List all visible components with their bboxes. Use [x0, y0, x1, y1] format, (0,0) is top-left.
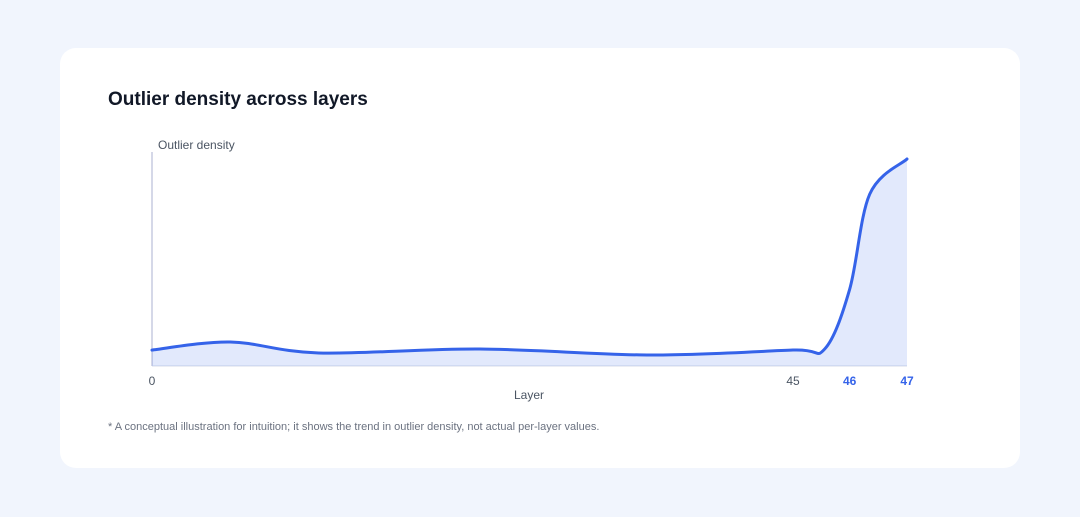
x-tick-label: 0	[149, 374, 156, 388]
card	[60, 48, 1020, 468]
footnote: * A conceptual illustration for intuitio…	[108, 421, 599, 433]
y-axis-label: Outlier density	[158, 138, 235, 152]
x-tick-label: 47	[900, 374, 914, 388]
x-tick-label: 45	[786, 374, 800, 388]
area-fill	[152, 159, 907, 366]
x-axis-label: Layer	[514, 388, 544, 402]
line	[150, 157, 909, 357]
x-tick-label: 46	[843, 374, 857, 388]
chart-title: Outlier density across layers	[108, 89, 368, 110]
